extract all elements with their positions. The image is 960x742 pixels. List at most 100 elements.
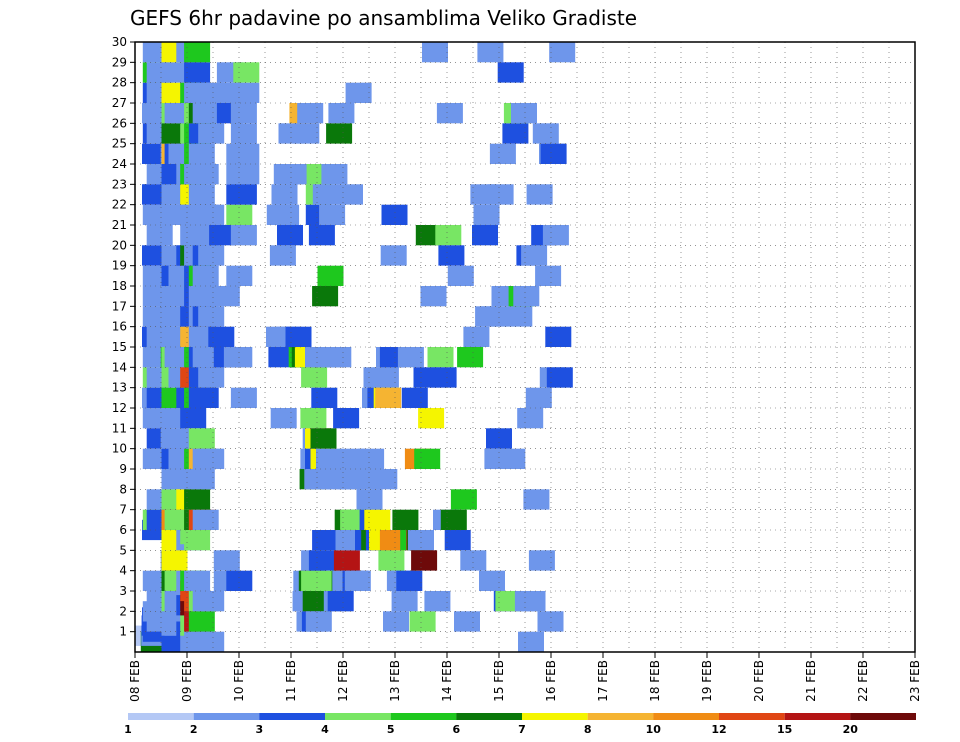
heatmap-cell xyxy=(383,611,409,632)
heatmap-cell xyxy=(198,123,225,144)
heatmap-cell xyxy=(358,448,385,469)
heatmap-cell xyxy=(337,184,363,205)
heatmap-cell xyxy=(518,631,544,652)
heatmap-cell xyxy=(381,204,408,225)
colorbar-segment xyxy=(390,713,457,720)
heatmap-cell xyxy=(198,204,225,225)
heatmap-cell xyxy=(161,204,188,225)
heatmap-cell xyxy=(345,82,372,103)
heatmap-cell xyxy=(409,611,436,632)
y-tick-label: 17 xyxy=(112,299,127,313)
heatmap-cell xyxy=(321,164,348,185)
y-tick-label: 11 xyxy=(112,421,127,435)
y-tick-label: 30 xyxy=(112,35,127,49)
heatmap-cell xyxy=(301,367,328,388)
heatmap-cell xyxy=(198,245,225,266)
heatmap-cell xyxy=(525,387,552,408)
heatmap-cell xyxy=(513,286,540,307)
heatmap-cell xyxy=(372,367,399,388)
x-tick-label: 18 FEB xyxy=(648,660,662,702)
colorbar-label: 4 xyxy=(321,723,329,736)
heatmap-cell xyxy=(517,408,544,429)
y-tick-label: 7 xyxy=(119,503,127,517)
heatmap-cell xyxy=(184,530,211,551)
y-tick-label: 2 xyxy=(119,604,127,618)
heatmap-cell xyxy=(532,123,559,144)
y-tick-label: 21 xyxy=(112,218,127,232)
colorbar-segment xyxy=(587,713,654,720)
colorbar-segment xyxy=(850,713,916,720)
y-tick-label: 27 xyxy=(112,96,127,110)
heatmap-cell xyxy=(192,509,219,530)
heatmap-cell xyxy=(438,245,465,266)
colorbar-label: 7 xyxy=(518,723,526,736)
heatmap-cell xyxy=(375,387,402,408)
heatmap-cell xyxy=(499,448,526,469)
y-tick-label: 25 xyxy=(112,137,127,151)
heatmap-cell xyxy=(180,408,207,429)
heatmap-cell xyxy=(317,265,344,286)
heatmap-cell xyxy=(542,225,569,246)
colorbar-segment xyxy=(522,713,588,720)
heatmap-cell xyxy=(311,387,338,408)
heatmap-cell xyxy=(233,164,260,185)
heatmap-cell xyxy=(333,408,360,429)
heatmap-cell xyxy=(487,184,514,205)
y-tick-label: 18 xyxy=(112,279,127,293)
heatmap-cell xyxy=(435,225,462,246)
x-tick-label: 19 FEB xyxy=(700,660,714,702)
x-tick-label: 16 FEB xyxy=(544,660,558,702)
heatmap-cell xyxy=(270,408,297,429)
y-tick-label: 13 xyxy=(112,381,127,395)
heatmap-cell xyxy=(511,103,537,124)
heatmap-cell xyxy=(310,428,337,449)
heatmap-cell xyxy=(230,103,257,124)
colorbar-label: 1 xyxy=(124,723,132,736)
heatmap-cell xyxy=(328,103,355,124)
heatmap-cell xyxy=(297,103,324,124)
y-tick-label: 15 xyxy=(112,340,127,354)
colorbar-label: 3 xyxy=(255,723,263,736)
grid-layer xyxy=(134,41,916,652)
heatmap-cell xyxy=(528,550,555,571)
colorbar-segment xyxy=(653,713,719,720)
heatmap-cell xyxy=(408,530,434,551)
y-tick-label: 23 xyxy=(112,177,127,191)
y-tick-label: 8 xyxy=(119,482,127,496)
heatmap-cell xyxy=(380,245,407,266)
heatmap-cell xyxy=(233,143,260,164)
heatmap-cell xyxy=(549,42,576,63)
x-tick-label: 22 FEB xyxy=(856,660,870,702)
heatmap-cell xyxy=(319,204,346,225)
cells-layer xyxy=(135,42,576,652)
colorbar-label: 12 xyxy=(711,723,726,736)
colorbar-label: 8 xyxy=(584,723,592,736)
heatmap-cell xyxy=(472,225,498,246)
heatmap-cell xyxy=(277,225,303,246)
heatmap-cell xyxy=(333,550,360,571)
heatmap-cell xyxy=(502,123,529,144)
heatmap-cell xyxy=(392,509,419,530)
heatmap-cell xyxy=(312,184,339,205)
heatmap-cell xyxy=(198,306,225,327)
heatmap-cell xyxy=(213,286,240,307)
x-tick-label: 13 FEB xyxy=(388,660,402,702)
heatmap-cell xyxy=(440,509,467,530)
heatmap-cell xyxy=(460,550,487,571)
heatmap-cell xyxy=(233,62,260,83)
heatmap-cell xyxy=(422,42,448,63)
heatmap-cell xyxy=(188,469,215,490)
y-tick-label: 26 xyxy=(112,116,127,130)
colorbar-segment xyxy=(456,713,522,720)
heatmap-cell xyxy=(312,530,339,551)
heatmap-cell xyxy=(308,225,335,246)
heatmap-cell xyxy=(326,123,353,144)
heatmap-cell xyxy=(444,530,471,551)
y-tick-label: 5 xyxy=(119,543,127,557)
heatmap-cell xyxy=(188,428,215,449)
x-tick-label: 12 FEB xyxy=(336,660,350,702)
y-tick-label: 14 xyxy=(112,360,127,374)
colorbar-label: 5 xyxy=(387,723,395,736)
heatmap-cell xyxy=(285,326,312,347)
